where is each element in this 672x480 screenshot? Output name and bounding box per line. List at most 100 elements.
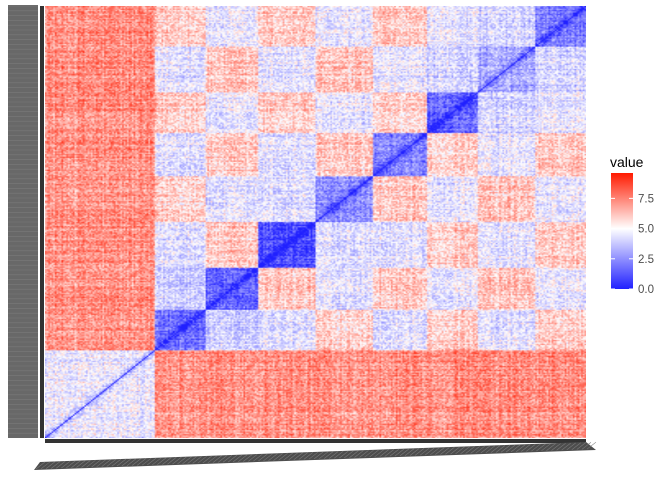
x-tick-label <box>81 460 91 468</box>
heatmap-image <box>45 6 586 438</box>
x-tick-label <box>61 460 71 469</box>
x-tick-label <box>106 459 116 467</box>
x-tick-label <box>227 454 238 463</box>
x-tick-label <box>586 441 597 450</box>
x-tick-label <box>414 448 425 456</box>
x-tick-label <box>293 452 303 460</box>
x-tick-label <box>354 450 364 458</box>
x-tick-label <box>490 445 501 453</box>
x-tick-label <box>515 444 526 452</box>
x-tick-label <box>344 450 354 459</box>
x-tick-label <box>500 445 511 453</box>
y-tick-labels <box>8 5 38 438</box>
x-tick-label <box>531 443 541 452</box>
x-tick-label <box>76 460 86 468</box>
legend-tick-label: 2.5 <box>638 254 654 266</box>
heatmap-panel <box>45 6 586 438</box>
x-tick-label <box>177 456 187 465</box>
x-tick-label <box>172 456 182 465</box>
x-tick-label <box>445 447 455 455</box>
x-axis <box>34 439 597 470</box>
x-tick-label <box>308 451 319 460</box>
x-tick-label <box>460 446 470 454</box>
x-tick-label <box>157 457 167 465</box>
x-tick-label <box>425 447 435 456</box>
x-tick-label <box>374 449 384 458</box>
x-tick-label <box>571 442 581 450</box>
x-tick-label <box>379 449 389 457</box>
x-tick-label <box>263 453 273 462</box>
x-tick-label <box>96 459 106 468</box>
x-tick-label <box>222 455 233 463</box>
legend-tick-label: 5.0 <box>638 224 654 236</box>
x-tick-labels <box>34 442 596 470</box>
x-tick-label <box>440 447 450 455</box>
x-tick-label <box>536 443 546 452</box>
legend: value 0.0 2.5 5.0 7.5 <box>610 154 654 296</box>
legend-title: value <box>610 154 644 170</box>
x-tick-label <box>182 456 192 464</box>
x-tick-label <box>66 460 76 469</box>
x-tick-label <box>394 448 405 457</box>
x-tick-label <box>147 457 157 466</box>
x-tick-label <box>212 455 223 463</box>
x-tick-label <box>283 452 293 461</box>
x-tick-label <box>121 458 132 467</box>
x-tick-label <box>521 444 531 452</box>
x-tick-label <box>581 442 592 450</box>
x-tick-label <box>399 448 410 457</box>
x-tick-label <box>475 445 485 454</box>
x-tick-label <box>40 461 51 470</box>
x-tick-label <box>197 455 207 464</box>
x-tick-label <box>546 443 556 451</box>
x-tick-label <box>450 446 460 455</box>
x-tick-label <box>162 457 172 465</box>
x-tick-label <box>561 442 571 451</box>
x-tick-label <box>56 461 66 469</box>
x-tick-label <box>217 455 228 463</box>
x-tick-label <box>349 450 359 458</box>
x-tick-label <box>288 452 298 461</box>
x-tick-label <box>359 450 369 458</box>
x-tick-label <box>243 454 253 462</box>
legend-tick-label: 0.0 <box>638 284 654 296</box>
x-tick-label <box>465 446 475 454</box>
x-tick-label <box>268 453 278 461</box>
x-tick-label <box>71 460 81 468</box>
x-tick-label <box>364 449 374 458</box>
y-axis <box>8 5 44 438</box>
x-tick-label <box>384 449 394 457</box>
x-tick-label <box>253 453 263 462</box>
x-tick-label <box>556 443 566 451</box>
x-tick-label <box>505 444 516 453</box>
x-tick-label <box>323 451 334 459</box>
legend-tick-label: 7.5 <box>638 193 654 205</box>
legend-ticks: 0.0 2.5 5.0 7.5 <box>611 193 654 296</box>
x-tick-label <box>369 449 379 458</box>
x-tick-label <box>485 445 496 454</box>
x-tick-label <box>131 458 142 466</box>
x-tick-label <box>152 457 162 466</box>
y-axis-ticks <box>40 6 44 438</box>
x-tick-label <box>248 454 258 462</box>
x-tick-label <box>298 452 309 460</box>
x-tick-label <box>389 449 400 457</box>
x-tick-label <box>576 442 587 450</box>
x-tick-label <box>50 461 61 469</box>
legend-colorbar <box>611 173 633 289</box>
x-tick-label <box>91 459 101 468</box>
x-tick-label <box>202 455 212 464</box>
x-tick-label <box>207 455 218 464</box>
x-tick-label <box>187 456 197 464</box>
x-tick-label <box>470 446 480 454</box>
x-tick-label <box>430 447 440 456</box>
x-tick-label <box>566 442 576 451</box>
x-tick-label <box>495 445 506 453</box>
x-tick-label <box>35 461 46 470</box>
x-tick-label <box>303 452 314 460</box>
x-tick-label <box>273 453 283 461</box>
x-tick-label <box>101 459 111 467</box>
x-tick-label <box>141 457 152 466</box>
x-tick-label <box>455 446 465 455</box>
x-tick-label <box>404 448 415 456</box>
